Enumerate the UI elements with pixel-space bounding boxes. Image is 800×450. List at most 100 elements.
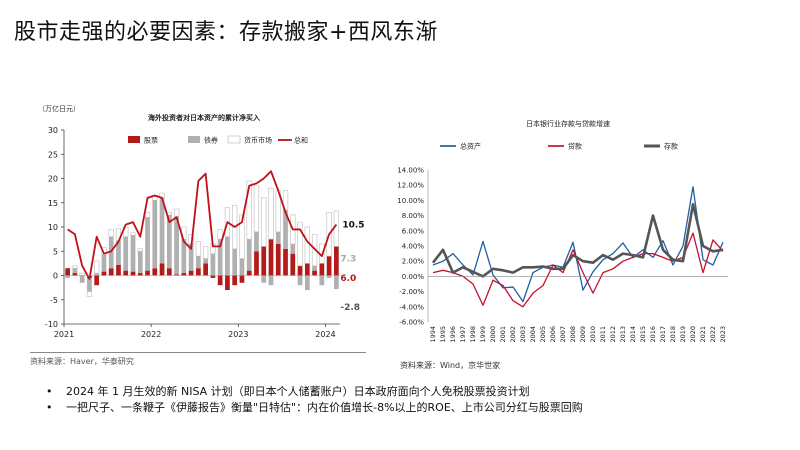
bar-segment [268, 239, 274, 276]
y-tick-label: -5 [50, 296, 58, 305]
bar-segment [174, 216, 179, 275]
x-tick-label: 2022 [709, 326, 717, 343]
x-tick-label: 1994 [429, 326, 437, 343]
x-tick-label: 2009 [579, 326, 587, 343]
legend-label: 存款 [664, 142, 678, 151]
bar-segment [304, 275, 310, 291]
x-tick-label: 2011 [599, 326, 607, 343]
bar-segment [159, 263, 165, 276]
bar-segment [108, 268, 114, 276]
bar-segment [101, 247, 107, 255]
bar-segment [261, 275, 267, 283]
bar-segment [108, 236, 114, 269]
bar-segment [268, 187, 274, 240]
bar-segment [326, 256, 332, 276]
y-tick-label: 0 [53, 272, 58, 281]
legend-swatch [188, 136, 200, 143]
bullet-item: 2024 年 1 月生效的新 NISA 计划（即日本个人储蓄账户）日本政府面向个… [46, 384, 583, 400]
y-tick-label: 20 [48, 175, 58, 184]
bar-segment [283, 248, 288, 276]
bar-segment [326, 275, 332, 278]
legend-label: 总资产 [460, 142, 481, 151]
chart2-x-axis: 1994 1995 1996 1997 1998 1999 2000 2001 2002 2003… [428, 276, 728, 343]
x-tick-label: 2017 [659, 326, 667, 343]
bullet-list: 2024 年 1 月生效的新 NISA 计划（即日本个人储蓄账户）日本政府面向个… [46, 384, 583, 416]
bar-segment [225, 236, 230, 276]
bar-segment [86, 291, 93, 297]
bar-segment [283, 210, 288, 249]
bar-segment [246, 180, 252, 240]
bar-segment [94, 275, 100, 286]
bar-segment [254, 251, 259, 276]
bar-segment [217, 275, 223, 286]
bar-segment [72, 273, 78, 276]
value-annotation: 7.3 [340, 255, 356, 265]
bar-segment [87, 277, 92, 292]
source-left: 资料来源：Haver，华泰研究 [30, 357, 134, 366]
x-tick-label: 2012 [609, 326, 617, 343]
bar-segment [297, 265, 303, 276]
legend-swatch [227, 135, 241, 144]
bar-segment [232, 275, 238, 286]
bar-segment [72, 265, 78, 269]
bar-segment [239, 258, 245, 276]
bar-segment [94, 273, 100, 276]
bar-segment [195, 241, 202, 257]
slide-title: 股市走强的必要因素：存款搬家+西风东渐 [14, 20, 438, 45]
bar-segment [275, 243, 281, 276]
x-tick-label: 2007 [559, 326, 567, 343]
bar-segment [130, 235, 136, 272]
series-line [432, 232, 724, 308]
bar-segment [304, 226, 310, 264]
bar-segment [108, 229, 114, 238]
bar-segment [334, 246, 339, 276]
y-tick-label: 10.00% [397, 197, 424, 205]
bar-segment [101, 254, 107, 272]
bar-segment [130, 271, 136, 276]
bar-segment [188, 243, 194, 271]
value-annotation: 6.0 [340, 274, 356, 284]
bar-segment [253, 185, 260, 233]
bar-segment [152, 268, 158, 276]
bar-segment [174, 274, 179, 276]
chart1-title: 海外投资者对日本资产的累计净买入 [148, 113, 260, 122]
legend-label: 货币市场 [244, 136, 272, 145]
chart1-ylabel: （万亿日元） [38, 104, 80, 113]
bar-segment [94, 260, 100, 274]
series-line [431, 202, 724, 278]
y-tick-label: -2.00% [399, 288, 424, 296]
bar-segment [254, 231, 259, 252]
bar-segment [188, 270, 194, 276]
x-tick-label: 2013 [619, 326, 627, 343]
bar-segment [79, 272, 85, 276]
bar-segment [181, 239, 187, 274]
legend-label: 债券 [204, 136, 218, 145]
x-tick-label: 1995 [439, 326, 447, 343]
series-line [432, 186, 724, 303]
x-tick-label: 2008 [569, 326, 577, 343]
x-tick-label: 1997 [459, 326, 467, 343]
bar-segment [173, 208, 180, 217]
x-tick-label: 2010 [589, 326, 597, 343]
y-tick-label: 2.00% [402, 258, 425, 266]
chart2-legend: 总资产 贷款 存款 [440, 142, 678, 151]
chart1-annotations: 10.5 7.3 6.0 -2.8 [340, 221, 364, 313]
y-tick-label: 5 [53, 247, 58, 256]
x-tick-label: 2001 [499, 326, 507, 343]
x-tick-label: 2005 [539, 326, 547, 343]
x-tick-label: 2023 [228, 330, 248, 339]
bar-segment [116, 240, 121, 265]
bar-segment [116, 264, 121, 276]
y-tick-label: 4.00% [402, 243, 425, 251]
bar-segment [333, 210, 340, 247]
bar-segment [217, 239, 223, 276]
chart1-bars [65, 180, 340, 297]
value-annotation: 10.5 [342, 221, 364, 231]
y-tick-label: 6.00% [402, 227, 425, 235]
chart1-total-line [67, 170, 338, 280]
chart2-y-axis: -6.00% -4.00% -2.00% 0.00% 2.00% 4.00% 6.00% 8.… [397, 167, 429, 327]
bar-segment [297, 221, 303, 267]
bar-segment [261, 197, 267, 247]
y-tick-label: 15 [48, 199, 58, 208]
x-tick-label: 2022 [141, 330, 161, 339]
